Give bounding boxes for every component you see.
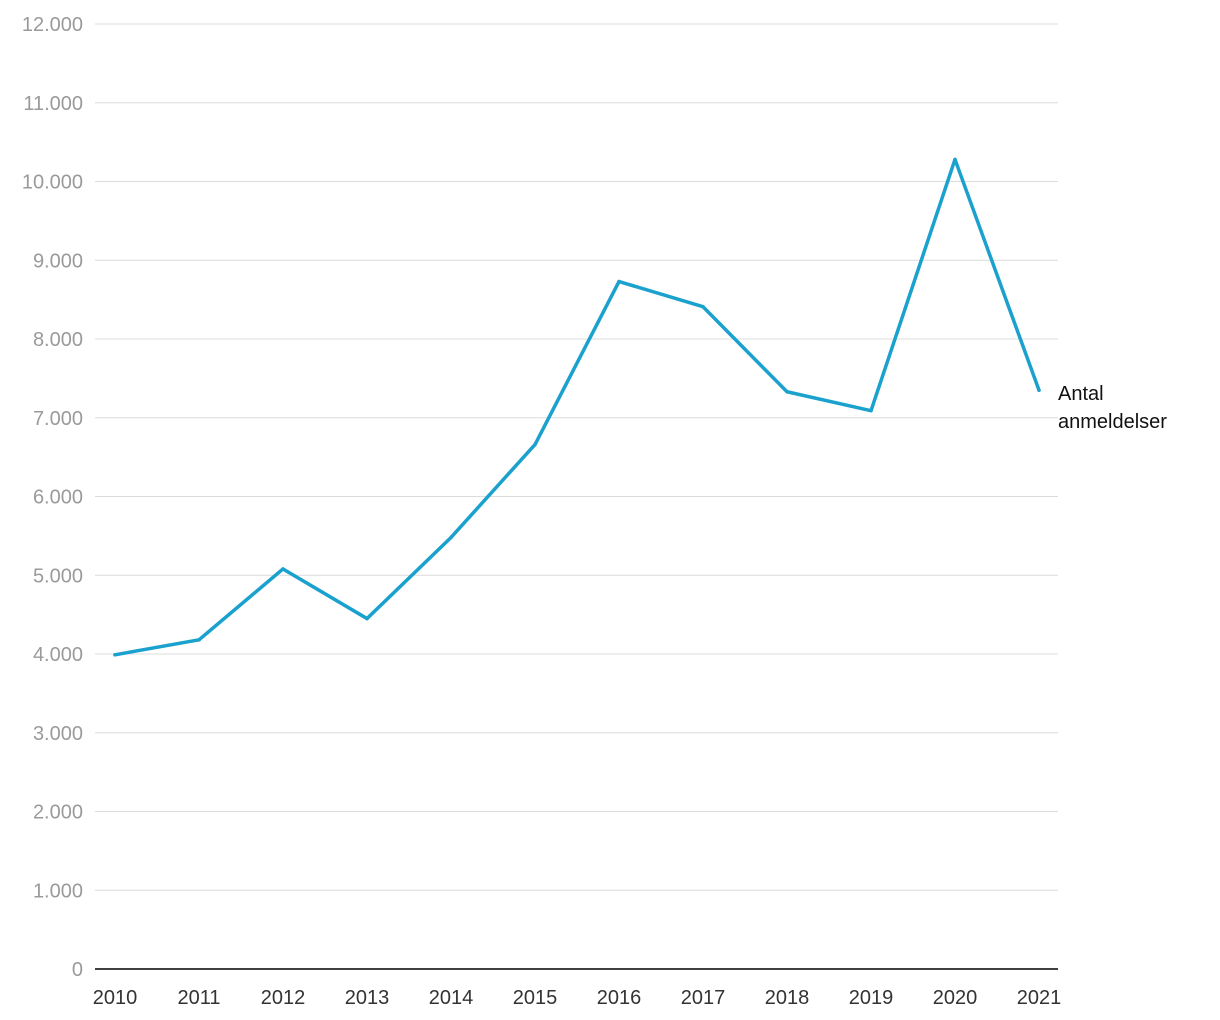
x-tick-label: 2012 <box>261 987 306 1009</box>
data-point <box>701 304 705 309</box>
series-line <box>113 157 1041 657</box>
y-tick-label: 6.000 <box>33 487 83 509</box>
data-point <box>533 442 537 447</box>
series-label: Antal anmeldelser <box>1058 383 1167 433</box>
y-tick-label: 5.000 <box>33 565 83 587</box>
data-point <box>785 390 789 394</box>
series-label-line: anmeldelser <box>1058 411 1167 433</box>
x-tick-label: 2016 <box>597 987 642 1009</box>
y-tick-label: 11.000 <box>23 93 83 115</box>
x-tick-label: 2013 <box>345 987 390 1009</box>
series-group: Antal anmeldelser <box>113 157 1167 657</box>
data-point <box>197 638 201 642</box>
y-tick-label: 9.000 <box>33 250 83 272</box>
gridlines <box>95 23 1058 891</box>
y-tick-label: 1.000 <box>33 880 83 902</box>
x-tick-label: 2019 <box>849 987 894 1009</box>
data-point <box>869 408 873 413</box>
series-label-line: Antal <box>1058 383 1104 405</box>
data-point <box>113 653 117 657</box>
x-tick-label: 2014 <box>429 987 474 1009</box>
x-tick-label: 2010 <box>93 987 138 1009</box>
data-point <box>365 616 369 621</box>
x-tick-label: 2017 <box>681 987 726 1009</box>
y-tick-label: 7.000 <box>33 408 83 430</box>
y-tick-label: 2.000 <box>33 802 83 824</box>
y-tick-label: 12.000 <box>22 14 83 36</box>
x-tick-label: 2021 <box>1017 987 1062 1009</box>
x-tick-label: 2018 <box>765 987 810 1009</box>
y-axis: 0 1.000 2.000 3.000 4.000 5.000 6.000 7.000 8.00… <box>22 14 83 981</box>
y-tick-label: 10.000 <box>22 172 83 194</box>
data-point <box>953 157 957 162</box>
data-point <box>449 535 453 540</box>
data-point <box>617 279 621 284</box>
y-tick-label: 8.000 <box>33 329 83 351</box>
y-tick-label: 3.000 <box>33 723 83 745</box>
y-tick-label: 4.000 <box>33 644 83 666</box>
x-tick-label: 2015 <box>513 987 558 1009</box>
x-tick-label: 2011 <box>177 987 220 1009</box>
x-tick-label: 2020 <box>933 987 978 1009</box>
x-axis: 2010 2011 2012 2013 2014 2015 2016 2017 2018 2019… <box>93 968 1062 1009</box>
y-tick-label: 0 <box>72 959 83 981</box>
data-point <box>281 567 285 571</box>
data-point <box>1037 388 1041 392</box>
